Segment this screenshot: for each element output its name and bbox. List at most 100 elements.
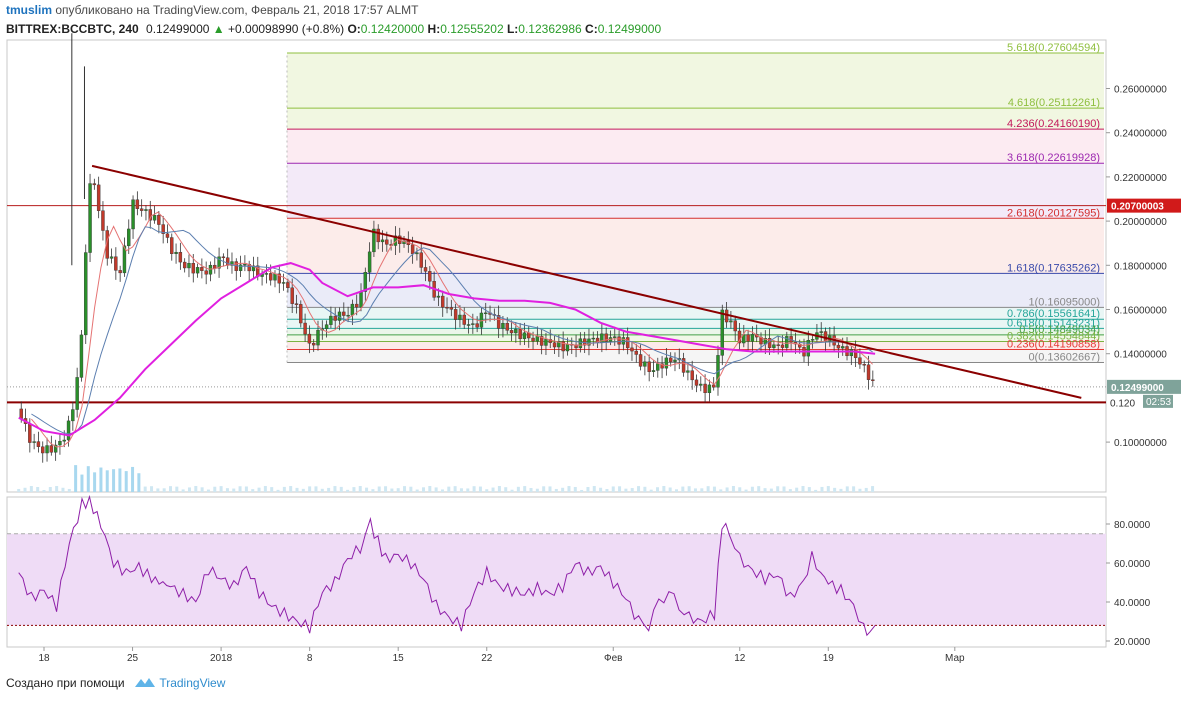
candle-body[interactable] [660,363,664,369]
candle-body[interactable] [479,312,484,328]
candle-body[interactable] [204,270,208,275]
candle-body[interactable] [359,291,363,308]
candle-body[interactable] [277,273,281,284]
candle-body[interactable] [634,350,638,355]
candle-body[interactable] [19,408,23,419]
candle-body[interactable] [66,420,71,441]
candle-body[interactable] [178,251,183,263]
candle-body[interactable] [441,295,445,308]
candle-body[interactable] [281,282,286,284]
candle-body[interactable] [484,312,488,315]
candle-body[interactable] [195,267,200,274]
candle-body[interactable] [88,183,92,253]
candle-body[interactable] [350,303,355,316]
tradingview-brand[interactable]: TradingView [159,676,226,690]
candle-body[interactable] [578,338,583,349]
candle-body[interactable] [651,370,656,372]
candle-body[interactable] [664,357,669,369]
candle-body[interactable] [419,252,423,268]
candle-body[interactable] [238,264,243,271]
candle-body[interactable] [311,342,316,346]
candle-body[interactable] [28,423,32,443]
candle-body[interactable] [501,323,505,329]
candle-body[interactable] [268,273,273,281]
candle-body[interactable] [625,337,630,349]
candle-body[interactable] [505,323,509,331]
candle-body[interactable] [251,265,256,272]
candle-body[interactable] [165,233,170,238]
candle-body[interactable] [810,339,815,341]
rsi-pane[interactable]: 80.0000 60.0000 40.0000 20.0000 [6,494,1151,648]
candle-body[interactable] [118,270,122,274]
candle-body[interactable] [449,307,454,310]
candle-body[interactable] [772,344,776,348]
candle-body[interactable] [552,342,557,348]
candle-body[interactable] [139,208,144,211]
candle-body[interactable] [363,272,368,292]
candle-body[interactable] [466,324,471,326]
candle-body[interactable] [548,339,552,343]
candle-body[interactable] [127,228,131,247]
candle-body[interactable] [58,441,62,446]
candle-body[interactable] [798,343,802,348]
candle-body[interactable] [703,383,707,394]
candle-body[interactable] [733,320,737,332]
descending-trendline[interactable] [91,164,1082,399]
candle-body[interactable] [324,324,329,330]
candle-body[interactable] [587,338,591,346]
candle-body[interactable] [514,328,518,334]
candle-body[interactable] [182,261,187,269]
candle-body[interactable] [273,273,277,281]
candle-body[interactable] [673,359,677,362]
candle-body[interactable] [45,445,49,454]
candle-body[interactable] [225,257,230,266]
candle-body[interactable] [746,334,750,342]
candle-body[interactable] [161,224,165,234]
candle-body[interactable] [303,322,307,335]
candle-body[interactable] [79,334,84,378]
candle-body[interactable] [544,339,548,346]
candle-body[interactable] [131,199,135,230]
candle-body[interactable] [613,336,617,338]
candle-body[interactable] [785,336,789,348]
time-axis[interactable]: 18 25 2018 8 15 22 Фев 12 19 Мар [7,646,1106,664]
candle-body[interactable] [668,357,673,362]
candle-body[interactable] [170,237,174,254]
candle-body[interactable] [200,267,204,271]
candle-body[interactable] [690,370,694,381]
candle-body[interactable] [453,309,458,320]
candle-body[interactable] [342,311,346,316]
candle-body[interactable] [243,263,247,266]
candle-body[interactable] [836,344,841,349]
candle-body[interactable] [819,331,823,333]
candle-body[interactable] [656,363,660,371]
candle-body[interactable] [462,314,466,325]
candle-body[interactable] [152,214,157,221]
candle-body[interactable] [101,210,105,231]
candle-body[interactable] [415,252,419,255]
candle-body[interactable] [174,251,178,254]
candle-body[interactable] [307,333,312,344]
candle-body[interactable] [187,263,191,269]
rsi-line[interactable] [18,494,876,637]
candle-body[interactable] [522,332,527,340]
candle-body[interactable] [230,261,234,266]
candle-body[interactable] [871,379,875,381]
candle-body[interactable] [720,309,724,356]
candle-body[interactable] [862,364,866,366]
candle-body[interactable] [380,239,385,243]
candle-body[interactable] [711,384,716,388]
candle-body[interactable] [299,304,303,324]
candle-body[interactable] [217,256,221,269]
candle-body[interactable] [346,314,350,317]
candle-body[interactable] [496,315,501,329]
candle-body[interactable] [535,336,540,342]
candle-body[interactable] [53,444,58,453]
candle-body[interactable] [509,330,514,334]
candle-body[interactable] [62,439,66,442]
ma-long-line[interactable] [18,262,876,437]
candle-body[interactable] [316,329,320,346]
candle-body[interactable] [617,336,621,345]
candle-body[interactable] [135,199,140,209]
candle-body[interactable] [96,184,101,211]
